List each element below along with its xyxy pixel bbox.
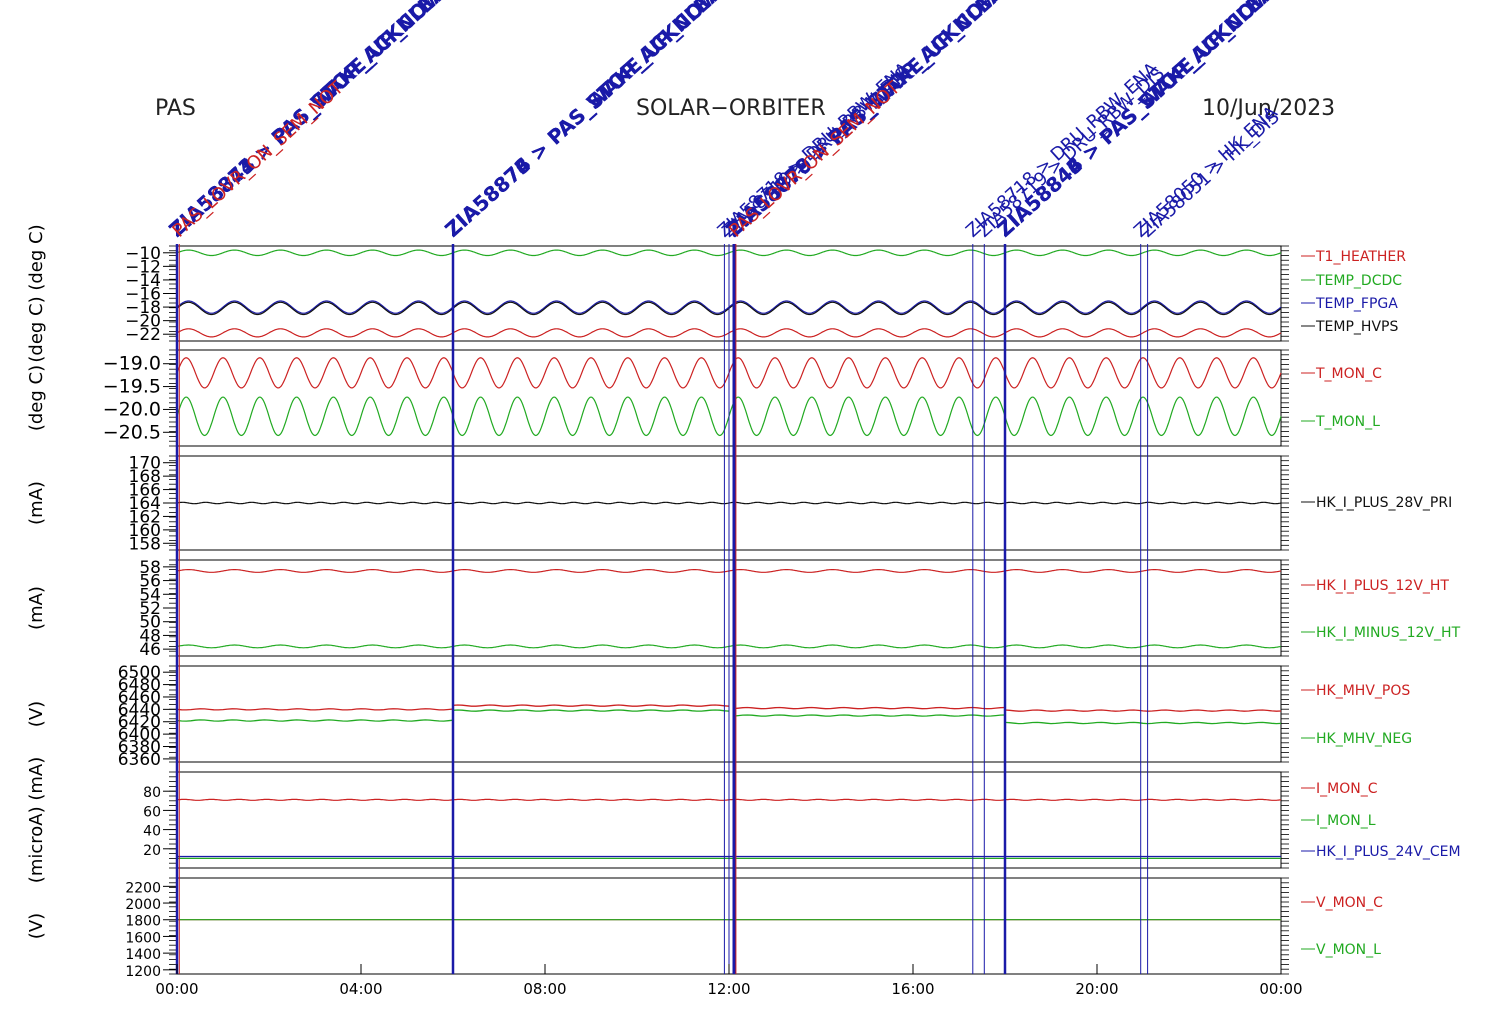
legend-label-t1_heather: T1_HEATHER <box>1315 249 1406 265</box>
legend-label-t_mon_l: T_MON_L <box>1315 414 1380 430</box>
y-tick-label: 158 <box>129 534 161 554</box>
y-tick-label: 6420 <box>118 713 161 733</box>
y-tick-label: −19.5 <box>103 376 161 398</box>
legend-label-hk_mhv_neg: HK_MHV_NEG <box>1316 731 1412 747</box>
event-label: PAS_LOVR_ON_SEM_NOT <box>725 77 905 242</box>
legend-label-i_mon_l: I_MON_L <box>1316 813 1376 829</box>
legend-label-hk_i_plus_24v_cem: HK_I_PLUS_24V_CEM <box>1316 844 1461 860</box>
legend-label-v_mon_l: V_MON_L <box>1316 942 1381 958</box>
y-tick-label: 6440 <box>118 700 161 720</box>
y-tick-label: 6460 <box>118 688 161 708</box>
series-line-hk_mhv_pos <box>176 708 454 711</box>
y-tick-label: 46 <box>139 640 161 660</box>
y-tick-label: 1400 <box>125 947 161 963</box>
y-tick-label: 166 <box>129 481 161 501</box>
y-tick-label: 58 <box>139 558 161 578</box>
x-tick-label: 12:00 <box>707 980 750 998</box>
y-tick-label: 56 <box>139 572 161 592</box>
y-tick-label: −19.0 <box>103 353 161 375</box>
series-line-hk_mhv_neg <box>452 709 730 712</box>
series-line-hk_mhv_neg <box>176 719 454 722</box>
y-tick-label: 48 <box>139 626 161 646</box>
x-tick-label: 16:00 <box>891 980 934 998</box>
y-tick-label: 1200 <box>125 964 161 980</box>
y-tick-label: 6400 <box>118 725 161 745</box>
y-tick-label: 1600 <box>125 930 161 946</box>
y-tick-label: 52 <box>139 599 161 619</box>
series-line-hk_mhv_pos <box>1004 709 1282 712</box>
x-tick-label: 00:00 <box>1259 980 1302 998</box>
legend-label-temp_hvps: TEMP_HVPS <box>1315 319 1398 335</box>
y-tick-label: −20.5 <box>103 421 161 443</box>
y-tick-label: 54 <box>139 585 161 605</box>
y-tick-label: −16 <box>125 285 161 305</box>
legend-label-hk_i_minus_12v_ht: HK_I_MINUS_12V_HT <box>1316 625 1461 641</box>
y-tick-label: 6380 <box>118 738 161 758</box>
series-line-hk_mhv_neg <box>733 714 1006 717</box>
y-axis-label: (deg C) <box>26 365 47 431</box>
y-tick-label: −20 <box>125 312 161 332</box>
legend-label-t_mon_c: T_MON_C <box>1315 366 1382 382</box>
y-tick-label: 160 <box>129 521 161 541</box>
x-tick-label: 00:00 <box>155 980 198 998</box>
y-tick-label: 1800 <box>125 914 161 930</box>
y-axis-label: (mA) <box>26 586 47 630</box>
y-tick-label: 6500 <box>118 663 161 683</box>
y-tick-label: 80 <box>143 785 161 801</box>
y-tick-label: 50 <box>139 613 161 633</box>
event-label: ZIA58051 > HK_DIS <box>1137 107 1284 242</box>
legend-label-temp_fpga: TEMP_FPGA <box>1315 296 1398 312</box>
y-tick-label: −10 <box>125 244 161 264</box>
y-tick-label: 20 <box>143 843 161 859</box>
y-tick-label: 168 <box>129 467 161 487</box>
x-tick-label: 04:00 <box>339 980 382 998</box>
y-tick-label: 60 <box>143 804 161 820</box>
instrument-title: PAS <box>155 96 196 121</box>
y-tick-label: 162 <box>129 507 161 527</box>
y-axis-label: (microA) (mA) <box>26 757 47 883</box>
y-axis-label: (V) <box>26 701 47 727</box>
legend-label-v_mon_c: V_MON_C <box>1316 895 1383 911</box>
series-line-hk_mhv_neg <box>1004 721 1282 725</box>
y-tick-label: 170 <box>129 454 161 474</box>
y-tick-label: −14 <box>125 271 161 291</box>
y-tick-label: 40 <box>143 824 161 840</box>
y-tick-label: −22 <box>125 325 161 345</box>
legend-label-hk_i_plus_12v_ht: HK_I_PLUS_12V_HT <box>1316 578 1449 594</box>
legend-label-i_mon_c: I_MON_C <box>1316 781 1378 797</box>
event-label: PAS_LOVR_ON_SEM_NOT <box>169 77 349 242</box>
y-axis-label: (V) <box>26 913 47 939</box>
y-axis-label: (deg C) (deg C) <box>26 224 47 362</box>
series-line-hk_mhv_pos <box>733 706 1006 710</box>
y-axis-label: (mA) <box>26 481 47 525</box>
y-tick-label: 6360 <box>118 750 161 770</box>
date-title: 10/Jun/2023 <box>1202 96 1336 121</box>
event-label: ZIA58876 > PAS_STOP_ACKNOWLEDGE <box>440 0 779 242</box>
y-tick-label: 2000 <box>125 897 161 913</box>
y-tick-label: 164 <box>129 494 161 514</box>
y-tick-label: 2200 <box>125 880 161 896</box>
y-tick-label: −20.0 <box>103 398 161 420</box>
legend-label-hk_mhv_pos: HK_MHV_POS <box>1316 683 1410 699</box>
y-tick-label: −18 <box>125 298 161 318</box>
x-tick-label: 20:00 <box>1075 980 1118 998</box>
series-line-hk_mhv_pos <box>452 704 730 707</box>
y-tick-label: −12 <box>125 257 161 277</box>
x-tick-label: 08:00 <box>523 980 566 998</box>
mission-title: SOLAR−ORBITER <box>636 96 826 121</box>
y-tick-label: 6480 <box>118 676 161 696</box>
legend-label-temp_dcdc: TEMP_DCDC <box>1315 273 1402 289</box>
legend-label-hk_i_plus_28v_pri: HK_I_PLUS_28V_PRI <box>1316 495 1452 511</box>
